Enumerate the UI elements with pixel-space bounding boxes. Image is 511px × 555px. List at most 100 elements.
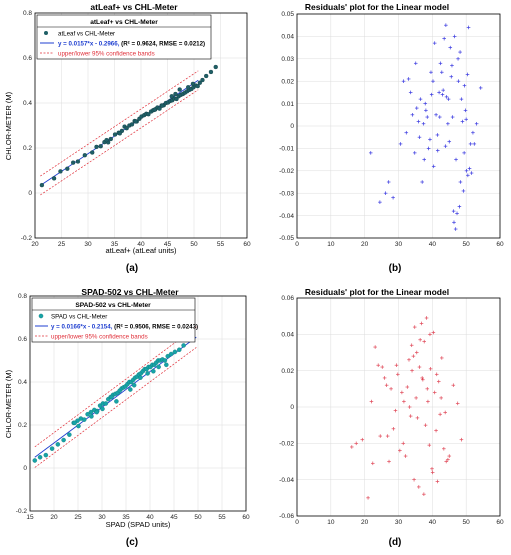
panel-a-legend-marker-points xyxy=(44,31,48,35)
panel-c-legend-fit-stats: (R² = 0.9506, RMSE = 0.0243) xyxy=(114,324,198,331)
y-tick-label: -0.2 xyxy=(16,508,28,515)
band-upper-line xyxy=(40,70,199,177)
residual-point xyxy=(431,79,435,83)
residual-point xyxy=(451,209,456,213)
y-tick-label: -0.04 xyxy=(279,477,294,484)
x-tick-label: 40 xyxy=(137,241,145,248)
x-tick-label: 0 xyxy=(295,241,299,248)
panel-d-title: Residuals' plot for the Linear model xyxy=(305,287,449,297)
y-tick-label: 0.2 xyxy=(23,145,32,152)
panel-c-legend-marker-points xyxy=(38,313,44,319)
residual-point xyxy=(368,151,373,155)
residual-point xyxy=(439,396,443,400)
panel-c-legend: SPAD-502 vs CHL-Meter SPAD vs CHL-Meter … xyxy=(31,297,198,343)
x-tick-label: 30 xyxy=(395,241,403,248)
residual-point xyxy=(471,130,475,135)
panel-a-legend-title: atLeaf+ vs CHL-Meter xyxy=(90,19,158,26)
panel-d-points xyxy=(350,316,464,500)
panel-a-title: atLeaf+ vs CHL-Meter xyxy=(90,2,178,12)
residual-point xyxy=(438,412,442,417)
y-tick-label: 0.06 xyxy=(281,295,294,302)
y-tick-label: 0 xyxy=(290,404,294,411)
data-point xyxy=(156,364,161,370)
residual-point xyxy=(443,144,448,148)
data-point xyxy=(128,387,133,392)
x-tick-label: 20 xyxy=(31,241,39,248)
residual-point xyxy=(380,365,385,369)
residual-point xyxy=(462,83,467,88)
residual-point xyxy=(462,151,466,155)
panel-a-legend-fit-equation: y = 0.0157*x - 0.2966, xyxy=(58,41,120,48)
residual-point xyxy=(449,74,454,79)
residual-point xyxy=(466,25,471,30)
residual-point xyxy=(455,211,459,216)
y-tick-label: 0.04 xyxy=(281,34,294,41)
residual-point xyxy=(400,390,404,395)
panel-d-background xyxy=(275,284,511,539)
residual-point xyxy=(386,180,391,184)
panel-b-points xyxy=(368,23,483,231)
residual-point xyxy=(412,325,417,329)
residual-point xyxy=(421,121,426,126)
data-point xyxy=(181,343,186,348)
x-tick-label: 25 xyxy=(58,241,66,248)
x-tick-label: 20 xyxy=(361,519,369,526)
x-tick-label: 25 xyxy=(74,514,82,521)
data-point xyxy=(109,394,114,400)
residual-point xyxy=(408,414,413,418)
data-point xyxy=(197,80,202,85)
residual-point xyxy=(446,97,451,101)
y-tick-label: 0 xyxy=(290,123,294,130)
y-tick-label: 0.8 xyxy=(18,293,27,300)
y-tick-label: 0.02 xyxy=(281,78,294,85)
residual-point xyxy=(398,142,403,146)
x-tick-label: 45 xyxy=(170,514,178,521)
residual-point xyxy=(423,101,428,106)
residual-point xyxy=(478,86,483,90)
residual-point xyxy=(378,434,383,438)
data-point xyxy=(108,136,113,142)
residual-point xyxy=(407,357,411,362)
data-point xyxy=(90,150,95,155)
residual-point xyxy=(428,367,433,371)
x-tick-label: 20 xyxy=(361,241,369,248)
y-tick-label: 0.4 xyxy=(23,100,32,107)
data-point xyxy=(138,375,143,380)
data-point xyxy=(112,132,118,137)
y-tick-label: -0.02 xyxy=(279,168,294,175)
residual-point xyxy=(416,119,421,124)
y-tick-label: 0.4 xyxy=(18,379,27,386)
residual-point xyxy=(447,139,452,144)
y-tick-label: 0 xyxy=(28,190,32,197)
residual-point xyxy=(417,365,422,369)
x-tick-label: 60 xyxy=(496,519,504,526)
data-point xyxy=(81,417,87,422)
panel-a: atLeaf+ vs CHL-Meter 20 25 30 35 40 45 50 55 60 -… xyxy=(4,0,251,274)
data-point xyxy=(177,87,182,92)
panel-c-legend-fit-equation: y = 0.0166*x - 0.2154, xyxy=(51,324,113,331)
panel-a-frame xyxy=(34,12,248,239)
residual-point xyxy=(422,157,427,162)
panel-c-legend-scatter: SPAD vs CHL-Meter xyxy=(51,314,107,321)
residual-point xyxy=(457,204,462,209)
band-lower-line xyxy=(40,89,199,196)
residual-point xyxy=(465,72,470,77)
data-point xyxy=(55,442,61,447)
y-tick-label: -0.06 xyxy=(279,513,294,520)
residual-point xyxy=(452,34,457,39)
panel-a-legend-fit: y = 0.0157*x - 0.2966, (R² = 0.9624, RMS… xyxy=(58,41,205,48)
x-tick-label: 30 xyxy=(98,514,106,521)
residual-point xyxy=(354,441,359,446)
residual-point xyxy=(448,45,453,50)
residual-point xyxy=(459,437,464,442)
x-tick-label: 50 xyxy=(194,514,202,521)
x-tick-label: 60 xyxy=(242,514,250,521)
residual-point xyxy=(427,443,432,447)
panel-a-xlabel: atLeaf+ (atLeaf units) xyxy=(105,246,177,255)
panel-a-legend: atLeaf+ vs CHL-Meter atLeaf vs CHL-Meter… xyxy=(36,14,212,60)
data-point xyxy=(65,166,70,171)
data-point xyxy=(100,406,105,412)
data-point xyxy=(58,169,63,174)
data-point xyxy=(103,401,109,406)
residual-point xyxy=(464,169,469,173)
